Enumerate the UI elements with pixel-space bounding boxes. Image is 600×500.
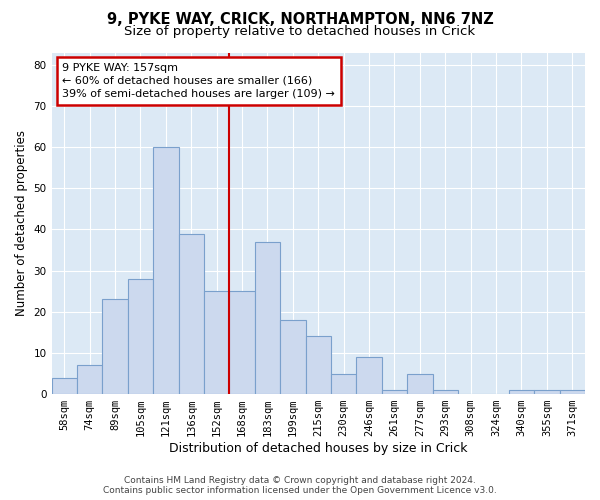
Bar [433, 390, 458, 394]
Bar [153, 147, 179, 394]
Bar [128, 279, 153, 394]
Bar [305, 336, 331, 394]
Bar [77, 366, 103, 394]
Bar [103, 300, 128, 394]
X-axis label: Distribution of detached houses by size in Crick: Distribution of detached houses by size … [169, 442, 467, 455]
Bar [52, 378, 77, 394]
Bar [229, 291, 255, 394]
Bar [179, 234, 204, 394]
Bar [356, 357, 382, 394]
Text: Contains HM Land Registry data © Crown copyright and database right 2024.
Contai: Contains HM Land Registry data © Crown c… [103, 476, 497, 495]
Bar [560, 390, 585, 394]
Bar [280, 320, 305, 394]
Bar [204, 291, 229, 394]
Bar [509, 390, 534, 394]
Y-axis label: Number of detached properties: Number of detached properties [15, 130, 28, 316]
Bar [255, 242, 280, 394]
Bar [534, 390, 560, 394]
Text: Size of property relative to detached houses in Crick: Size of property relative to detached ho… [124, 25, 476, 38]
Text: 9 PYKE WAY: 157sqm
← 60% of detached houses are smaller (166)
39% of semi-detach: 9 PYKE WAY: 157sqm ← 60% of detached hou… [62, 62, 335, 99]
Text: 9, PYKE WAY, CRICK, NORTHAMPTON, NN6 7NZ: 9, PYKE WAY, CRICK, NORTHAMPTON, NN6 7NZ [107, 12, 493, 28]
Bar [407, 374, 433, 394]
Bar [331, 374, 356, 394]
Bar [382, 390, 407, 394]
